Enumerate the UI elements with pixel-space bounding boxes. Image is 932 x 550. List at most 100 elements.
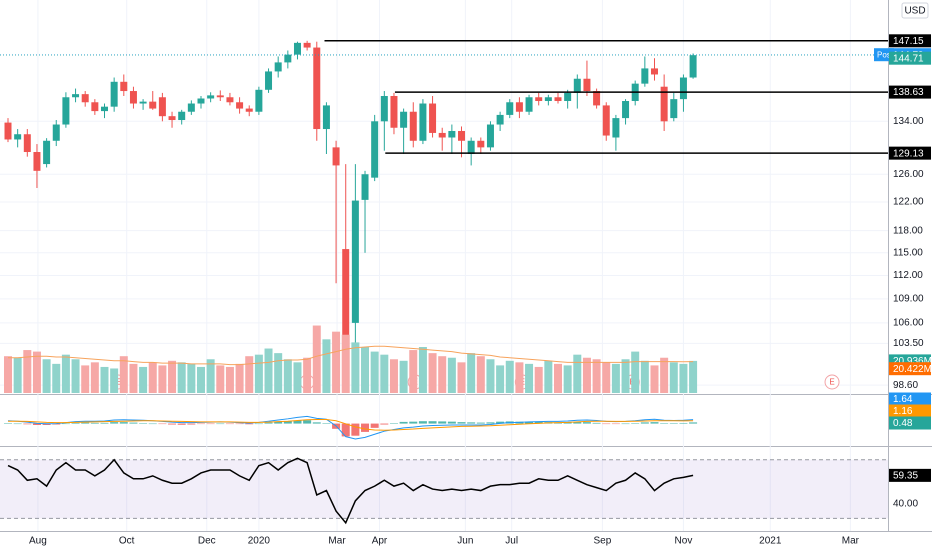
candle-body xyxy=(689,55,697,78)
volume-bar xyxy=(631,351,640,393)
macd-histogram xyxy=(4,423,13,424)
candle-body xyxy=(535,97,543,102)
volume-bar xyxy=(554,363,563,393)
volume-bar xyxy=(245,356,254,393)
volume-bar xyxy=(225,366,234,393)
candle-body xyxy=(554,97,562,102)
candle-body xyxy=(438,132,446,138)
volume-bar xyxy=(660,357,669,393)
post-tag: Post xyxy=(877,50,894,59)
macd-histogram xyxy=(312,422,321,424)
signal-label-box xyxy=(889,404,931,418)
volume-bar xyxy=(52,363,61,393)
candle-body xyxy=(274,62,282,72)
volume-label: 20.936M xyxy=(893,356,932,367)
candle-body xyxy=(458,130,466,141)
volume-bar xyxy=(650,365,659,393)
candle-body xyxy=(361,174,369,200)
macd-histogram xyxy=(476,422,485,424)
macd-histogram xyxy=(177,423,186,425)
candle-body xyxy=(351,200,359,323)
candle-body xyxy=(139,101,147,104)
y-tick-label: 40.00 xyxy=(893,498,918,509)
candle-body xyxy=(4,122,12,140)
y-tick-label: 98.60 xyxy=(893,380,918,391)
macd-histogram xyxy=(602,423,611,425)
rsi-label-box xyxy=(889,468,931,482)
x-tick-label: Nov xyxy=(675,536,693,547)
macd-histogram xyxy=(389,423,398,424)
macd-histogram xyxy=(274,421,283,424)
candle-body xyxy=(593,91,601,106)
macd-histogram xyxy=(361,423,370,432)
macd-label-box xyxy=(889,392,931,406)
macd-histogram xyxy=(467,422,476,424)
y-tick-label: 126.00 xyxy=(893,169,924,180)
volume-bar xyxy=(418,347,427,393)
volume-bar xyxy=(544,360,553,393)
macd-histogram xyxy=(496,421,505,424)
x-tick-label: 2021 xyxy=(759,536,782,547)
macd-histogram xyxy=(158,423,167,425)
macd-histogram xyxy=(669,423,678,424)
macd-histogram xyxy=(631,423,640,424)
histogram-label: 0.48 xyxy=(893,418,913,429)
candle-body xyxy=(544,97,552,102)
volume-bar xyxy=(505,360,514,393)
volume-bar xyxy=(399,360,408,393)
macd-histogram xyxy=(486,422,495,424)
candle-body xyxy=(506,102,514,115)
candle-body xyxy=(650,68,658,75)
x-tick-label: Dec xyxy=(198,536,216,547)
candle-body xyxy=(265,71,273,90)
volume-bar xyxy=(370,351,379,393)
candle-body xyxy=(419,103,427,141)
macd-histogram xyxy=(293,420,302,424)
candle-body xyxy=(91,102,99,112)
volume-bar xyxy=(90,362,99,393)
candle-body xyxy=(525,97,533,112)
rsi-band xyxy=(0,459,888,519)
macd-histogram xyxy=(689,422,698,424)
histogram-label-box xyxy=(889,416,931,430)
macd-histogram xyxy=(457,422,466,424)
candle-body xyxy=(158,97,166,117)
macd-histogram xyxy=(283,421,292,424)
macd-label: 1.64 xyxy=(893,394,913,405)
volume-bar xyxy=(669,362,678,393)
candle-body xyxy=(110,81,118,107)
candle-body xyxy=(236,102,244,109)
x-tick-label: Jul xyxy=(505,536,518,547)
candle-body xyxy=(120,81,128,92)
volume-bar xyxy=(235,363,244,393)
x-tick-label: Jun xyxy=(457,536,473,547)
macd-histogram xyxy=(592,422,601,424)
candle-body xyxy=(448,130,456,138)
candle-body xyxy=(660,86,668,122)
volume-bar xyxy=(61,354,70,393)
macd-histogram xyxy=(216,423,225,425)
macd-histogram xyxy=(322,423,331,424)
volume-bar xyxy=(4,356,13,393)
macd-histogram xyxy=(409,421,418,424)
x-tick-label: 2020 xyxy=(248,536,271,547)
candle-body xyxy=(679,77,687,100)
candle-body xyxy=(168,116,176,121)
volume-ma-label: 20.422M xyxy=(893,364,932,375)
candle-body xyxy=(477,140,485,148)
macd-histogram xyxy=(32,423,41,425)
rsi-line xyxy=(7,457,694,525)
macd-histogram xyxy=(418,421,427,424)
volume-bar xyxy=(13,357,22,393)
macd-histogram xyxy=(611,423,620,425)
volume-bar xyxy=(573,354,582,393)
candle-body xyxy=(429,103,437,133)
volume-bar xyxy=(409,350,418,393)
macd-histogram xyxy=(254,423,263,425)
x-tick-label: Apr xyxy=(372,536,388,547)
macd-histogram xyxy=(81,422,90,424)
candle-body xyxy=(284,54,292,63)
volume-bar xyxy=(611,363,620,393)
y-tick-label: 115.00 xyxy=(893,247,923,258)
y-tick-label: 134.00 xyxy=(893,116,924,127)
